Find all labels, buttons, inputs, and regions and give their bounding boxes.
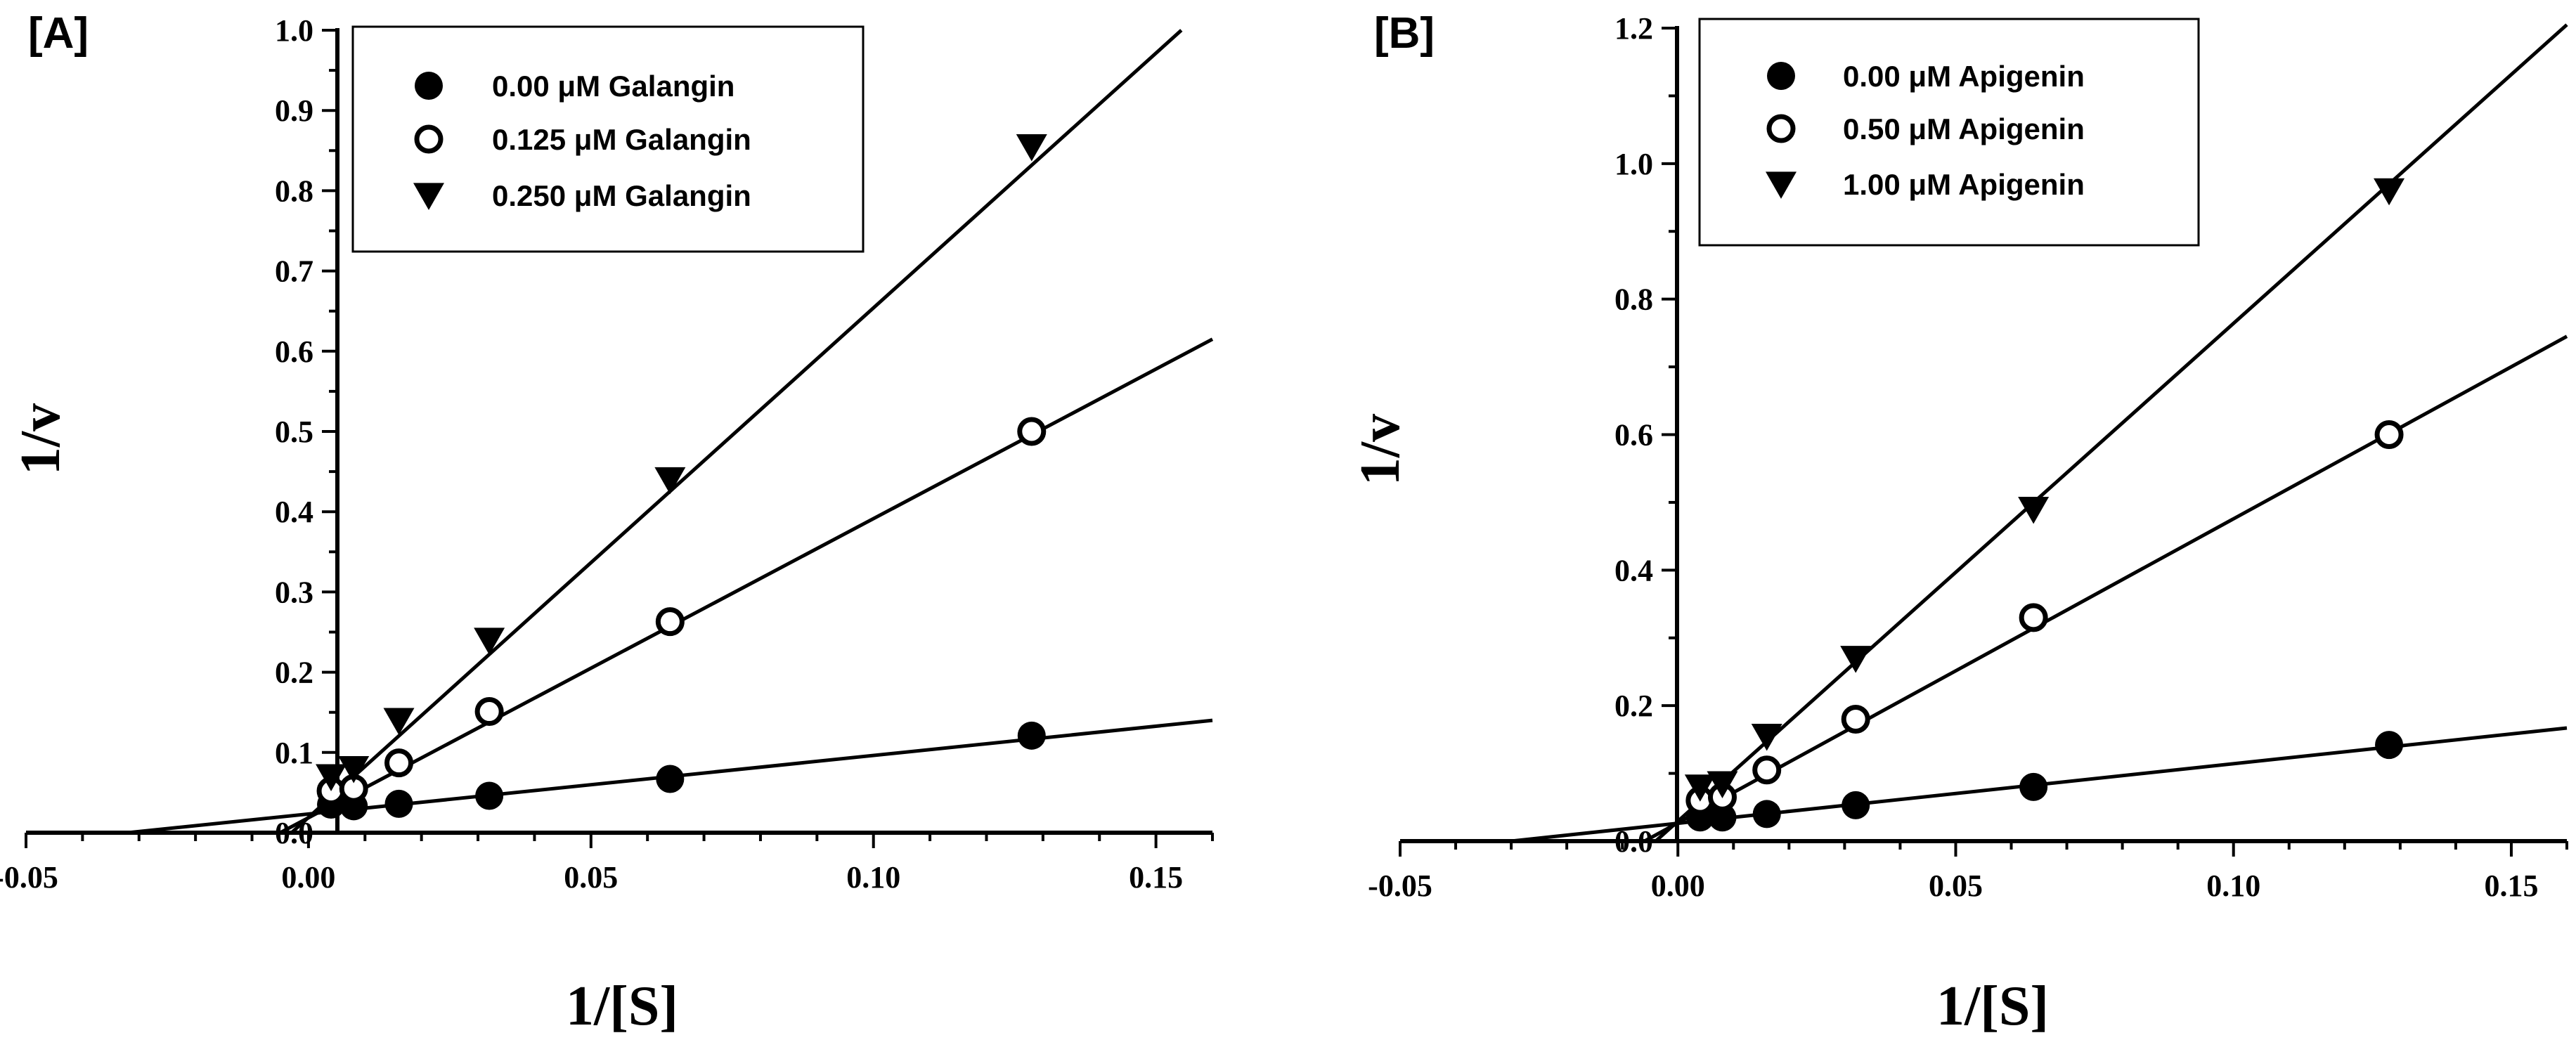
data-point — [2374, 420, 2404, 449]
legend-label-0: 0.00 μM Galangin — [492, 70, 734, 103]
data-point — [2019, 772, 2048, 801]
legend-marker-2 — [413, 183, 444, 210]
x-tick-label: 0.10 — [2206, 869, 2260, 903]
data-point — [1842, 791, 1870, 819]
y-tick-label: 0.8 — [1614, 282, 1653, 317]
series-1 — [316, 417, 1047, 806]
fit-line-1 — [279, 337, 1214, 835]
data-point — [2375, 731, 2404, 760]
legend-marker-0 — [1767, 62, 1795, 90]
y-tick-label: 0.6 — [1614, 418, 1653, 453]
data-point — [474, 697, 504, 727]
y-tick-label: 0.7 — [275, 254, 313, 289]
fit-line-2 — [1654, 23, 2568, 843]
data-point — [654, 467, 686, 495]
series-0 — [317, 721, 1046, 821]
chart-panel-1: -0.05 0.00 0.05 0.10 0.15 0.0 0.2 0.4 0.6 0.8 1.0 1… — [1350, 9, 2568, 1037]
data-point — [316, 764, 347, 791]
series-2 — [1684, 178, 2405, 802]
y-tick-label: 0.2 — [275, 656, 313, 690]
y-tick-label: 0.4 — [275, 495, 313, 529]
data-point — [655, 607, 685, 637]
x-tick-label: 0.15 — [1129, 860, 1183, 895]
legend-marker-1 — [414, 124, 444, 154]
y-tick-label: 0.9 — [275, 93, 313, 128]
legend-label-1: 0.125 μM Galangin — [492, 123, 751, 156]
x-axis-title: 1/[S] — [566, 975, 678, 1037]
data-point — [1708, 803, 1737, 832]
data-point — [1840, 646, 1872, 673]
legend-marker-1 — [1766, 114, 1796, 143]
panel-label: [A] — [28, 9, 89, 58]
x-tick-label: -0.05 — [0, 860, 58, 895]
legend: 0.00 μM Apigenin 0.50 μM Apigenin 1.00 μM … — [1698, 18, 2200, 247]
y-tick-label: 0.5 — [275, 415, 313, 449]
data-point — [1684, 774, 1716, 802]
data-point — [1017, 721, 1046, 750]
fit-line-2 — [290, 29, 1183, 834]
data-point — [384, 789, 413, 818]
y-tick-label: 0.0 — [275, 816, 313, 850]
series-0 — [1685, 731, 2404, 832]
data-point — [338, 756, 370, 784]
data-point — [656, 765, 685, 793]
y-tick-label: 1.0 — [1614, 147, 1653, 181]
x-tick-label: 0.10 — [846, 860, 900, 895]
data-point — [2019, 603, 2048, 632]
chart-panel-0: -0.05 0.00 0.05 0.10 0.15 0.0 0.1 0.2 0.3 0.4 0.5 0… — [0, 9, 1214, 1037]
data-point — [474, 628, 505, 655]
data-point — [1017, 417, 1047, 446]
data-point — [2018, 496, 2050, 524]
data-point — [475, 781, 504, 810]
legend: 0.00 μM Galangin 0.125 μM Galangin 0.250 μ… — [351, 25, 865, 253]
legend-label-2: 0.250 μM Galangin — [492, 179, 751, 212]
legend-label-1: 0.50 μM Apigenin — [1843, 112, 2085, 145]
y-axis-title: 1/v — [1350, 414, 1411, 486]
x-tick-label: -0.05 — [1368, 869, 1432, 903]
x-tick-label: 0.15 — [2484, 869, 2538, 903]
panel-label: [B] — [1374, 9, 1435, 58]
y-tick-label: 0.2 — [1614, 689, 1653, 723]
x-tick-label: 0.05 — [1929, 869, 1983, 903]
y-axis-title: 1/v — [10, 403, 72, 475]
data-point — [2374, 178, 2405, 206]
data-point — [1841, 704, 1870, 734]
legend-label-0: 0.00 μM Apigenin — [1843, 60, 2085, 93]
y-tick-label: 1.0 — [275, 13, 313, 48]
x-tick-label: 0.00 — [281, 860, 335, 895]
x-tick-label: 0.00 — [1651, 869, 1705, 903]
x-axis-title: 1/[S] — [1936, 975, 2049, 1037]
data-point — [1016, 134, 1047, 162]
y-tick-label: 0.4 — [1614, 553, 1653, 587]
data-point — [383, 708, 415, 736]
legend-marker-0 — [415, 72, 443, 100]
legend-label-2: 1.00 μM Apigenin — [1843, 168, 2085, 201]
y-tick-label: 1.2 — [1614, 11, 1653, 46]
data-point — [1752, 800, 1781, 828]
series-2 — [316, 134, 1047, 791]
data-point — [1751, 723, 1782, 751]
y-tick-label: 0.0 — [1614, 824, 1653, 859]
y-tick-label: 0.1 — [275, 736, 313, 770]
data-point — [384, 748, 414, 778]
y-tick-label: 0.8 — [275, 174, 313, 208]
series-1 — [1685, 420, 2404, 815]
fit-line-1 — [1643, 334, 2568, 843]
y-tick-label: 0.3 — [275, 575, 313, 609]
x-tick-label: 0.05 — [564, 860, 618, 895]
data-point — [1752, 755, 1782, 785]
legend-marker-2 — [1766, 171, 1797, 199]
y-tick-label: 0.6 — [275, 334, 313, 369]
data-point — [1707, 771, 1738, 798]
